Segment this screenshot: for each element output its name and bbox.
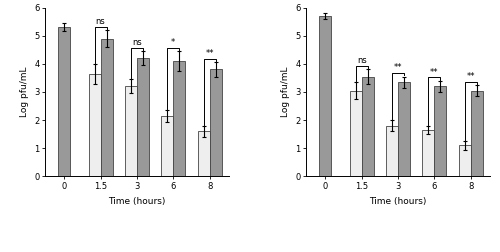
Text: **: ** [466,72,475,81]
Bar [434,86,446,176]
Bar [386,126,398,176]
Bar [471,90,482,176]
Bar [88,74,101,176]
Bar [125,86,137,176]
Bar [362,77,374,176]
Bar [350,90,362,176]
Bar [137,58,149,176]
Y-axis label: Log pfu/mL: Log pfu/mL [20,67,28,117]
Bar [422,130,434,176]
Text: **: ** [206,49,214,58]
Bar [210,70,222,176]
Bar [198,131,209,176]
Bar [459,145,471,176]
Bar [100,39,112,176]
X-axis label: Time (hours): Time (hours) [370,197,426,206]
Bar [320,16,332,176]
Y-axis label: Log pfu/mL: Log pfu/mL [280,67,289,117]
Text: *: * [171,38,175,47]
Bar [58,27,70,176]
Bar [174,61,186,176]
Text: ns: ns [132,38,142,47]
Bar [398,82,410,176]
Bar [162,116,173,176]
Text: ns: ns [357,56,366,65]
Text: **: ** [394,63,402,72]
Text: ns: ns [96,17,106,26]
Text: **: ** [430,68,438,77]
X-axis label: Time (hours): Time (hours) [108,197,166,206]
